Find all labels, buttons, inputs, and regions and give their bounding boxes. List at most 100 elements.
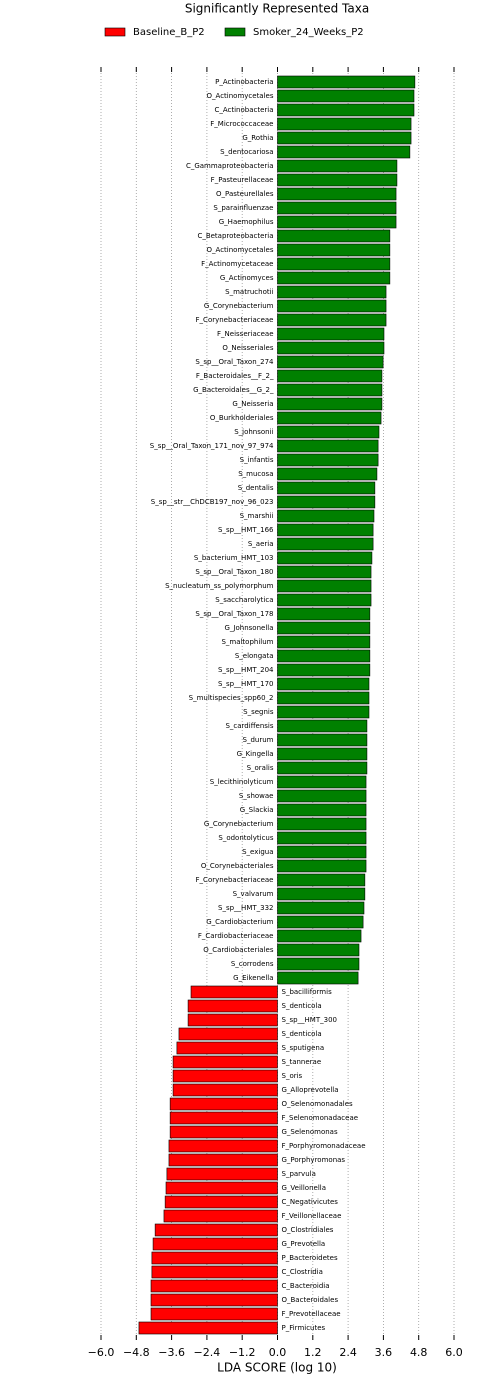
bar xyxy=(277,75,416,89)
bar-label: G_Johnsonella xyxy=(225,624,274,632)
bar-label: S_parainfluenzae xyxy=(213,204,273,212)
bar-label: C_Actinobacteria xyxy=(214,106,273,114)
bar-label: P_Bacteroidetes xyxy=(282,1254,338,1262)
bar xyxy=(277,537,374,551)
x-tick-label: 1.2 xyxy=(304,1346,322,1359)
chart-title: Significantly Represented Taxa xyxy=(185,2,369,16)
bar-label: S_sp__Oral_Taxon_274 xyxy=(195,358,274,366)
bar-label: S_dentalis xyxy=(238,484,274,492)
bar xyxy=(277,649,371,663)
bar xyxy=(187,999,278,1013)
bar-label: S_saccharolytica xyxy=(215,596,273,604)
x-tick-label: −1.2 xyxy=(229,1346,256,1359)
bar-label: S_multispecies_spp60_2 xyxy=(189,694,274,702)
bar xyxy=(277,201,397,215)
bar xyxy=(277,467,378,481)
bar-label: G_Cardiobacterium xyxy=(206,918,273,926)
bar-label: S_sp__HMT_332 xyxy=(218,904,273,912)
bar xyxy=(277,621,371,635)
bar xyxy=(277,789,367,803)
bar xyxy=(150,1279,278,1293)
bar xyxy=(172,1069,278,1083)
bar xyxy=(277,761,368,775)
bar-label: C_Gammaproteobacteria xyxy=(186,162,274,170)
bar xyxy=(169,1125,278,1139)
bar-label: G_Haemophilus xyxy=(219,218,274,226)
bar-label: S_sp__HMT_170 xyxy=(218,680,273,688)
bar xyxy=(166,1167,278,1181)
bar xyxy=(277,159,398,173)
bar xyxy=(277,901,365,915)
x-axis-label: LDA SCORE (log 10) xyxy=(217,1361,337,1375)
bar-label: S_sp__str__ChDCB197_nov_96_023 xyxy=(151,498,274,506)
bar xyxy=(277,411,382,425)
bar xyxy=(168,1153,278,1167)
bar-label: S_sp__Oral_Taxon_178 xyxy=(195,610,273,618)
bar-label: S_valvarum xyxy=(233,890,274,898)
bar xyxy=(277,327,385,341)
x-tick-label: −3.6 xyxy=(158,1346,185,1359)
bar xyxy=(277,187,397,201)
bar xyxy=(277,565,372,579)
bar xyxy=(172,1055,278,1069)
bar xyxy=(277,257,391,271)
bar xyxy=(190,985,278,999)
bar xyxy=(164,1195,278,1209)
bar-label: O_Burkholderiales xyxy=(210,414,274,422)
bar xyxy=(277,173,398,187)
bar-label: F_Bacteroidales__F_2_ xyxy=(196,372,274,380)
bar-label: S_sputigena xyxy=(282,1044,325,1052)
bar xyxy=(277,551,373,565)
x-tick-label: 3.6 xyxy=(375,1346,393,1359)
bar xyxy=(277,103,415,117)
bar xyxy=(277,929,362,943)
bar xyxy=(165,1181,278,1195)
bar-label: P_Actinobacteria xyxy=(215,78,273,86)
bar-label: S_aeria xyxy=(248,540,274,548)
bar-label: G_Selenomonas xyxy=(282,1128,338,1136)
bar-label: S_exigua xyxy=(242,848,273,856)
bar-label: O_Clostridiales xyxy=(282,1226,334,1234)
bar-label: O_Neisseriales xyxy=(222,344,273,352)
bar-label: C_Betaproteobacteria xyxy=(197,232,273,240)
bar xyxy=(168,1139,278,1153)
bar-label: F_Porphyromonadaceae xyxy=(282,1142,366,1150)
bar xyxy=(277,313,387,327)
bar xyxy=(277,775,367,789)
bar xyxy=(277,397,383,411)
bar-label: C_Bacteroidia xyxy=(282,1282,330,1290)
bar xyxy=(277,593,372,607)
bar-label: S_oris xyxy=(282,1072,303,1080)
bar xyxy=(169,1111,278,1125)
bar xyxy=(277,145,411,159)
x-tick-label: 4.8 xyxy=(410,1346,428,1359)
bar xyxy=(277,495,376,509)
bar-label: G_Corynebacterium xyxy=(204,302,274,310)
bar-label: S_maltophilum xyxy=(221,638,273,646)
bar xyxy=(150,1307,278,1321)
bar-label: G_Kingella xyxy=(237,750,274,758)
bar-label: O_Cardiobacteriales xyxy=(203,946,274,954)
bar xyxy=(277,691,370,705)
bar-label: F_Prevotellaceae xyxy=(282,1310,341,1318)
bar xyxy=(277,481,376,495)
bar xyxy=(277,943,360,957)
bar xyxy=(277,89,415,103)
bar xyxy=(277,663,371,677)
x-tick-label: −2.4 xyxy=(194,1346,221,1359)
x-tick-label: 0.0 xyxy=(269,1346,287,1359)
bar-label: F_Corynebacteriaceae xyxy=(196,876,274,884)
bar xyxy=(277,299,387,313)
bar xyxy=(277,747,368,761)
bar xyxy=(277,509,375,523)
x-tick-label: 2.4 xyxy=(339,1346,357,1359)
bar-label: F_Veillonellaceae xyxy=(282,1212,342,1220)
bar xyxy=(154,1223,278,1237)
bar xyxy=(277,243,391,257)
bar xyxy=(277,887,366,901)
bar-label: S_durum xyxy=(243,736,274,744)
bar-label: G_Prevotella xyxy=(282,1240,326,1248)
bar-label: F_Micrococcaceae xyxy=(210,120,273,128)
bar xyxy=(277,453,379,467)
